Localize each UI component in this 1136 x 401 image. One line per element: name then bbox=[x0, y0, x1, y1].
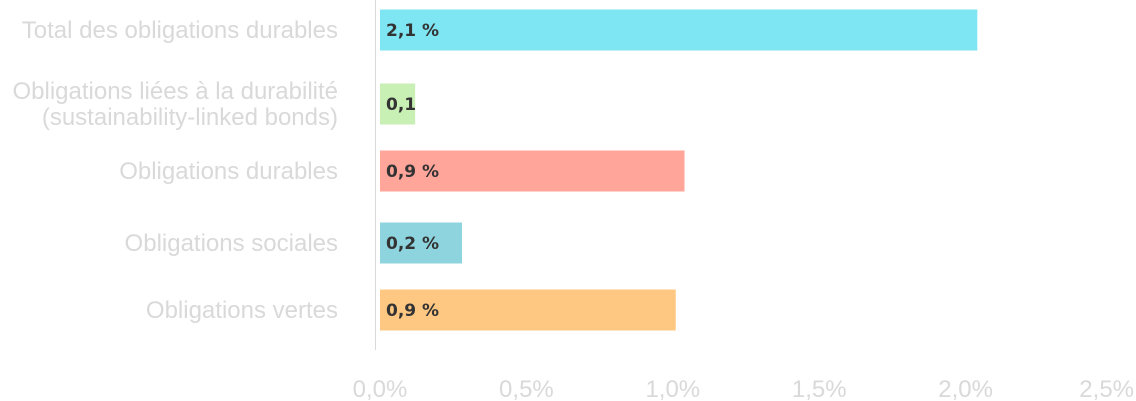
category-label: (sustainability-linked bonds) bbox=[42, 104, 338, 131]
bar-1 bbox=[380, 83, 416, 125]
bar-0 bbox=[380, 9, 978, 51]
x-tick-label: 1,0% bbox=[645, 376, 700, 401]
x-tick-label: 0,0% bbox=[353, 376, 408, 401]
x-tick-label: 1,5% bbox=[792, 376, 847, 401]
bar-value-label: 0,2 % bbox=[386, 234, 439, 254]
bar-2 bbox=[380, 150, 685, 192]
bar-3 bbox=[380, 222, 462, 264]
category-label: Obligations vertes bbox=[146, 297, 338, 324]
category-label: Obligations liées à la durabilité bbox=[12, 78, 338, 105]
category-label: Total des obligations durables bbox=[22, 17, 338, 44]
x-tick-label: 0,5% bbox=[499, 376, 554, 401]
x-tick-label: 2,5% bbox=[1079, 376, 1134, 401]
bar-value-label: 2,1 % bbox=[386, 21, 439, 41]
category-label: Obligations sociales bbox=[125, 230, 338, 257]
bar-4 bbox=[380, 289, 676, 331]
x-tick-label: 2,0% bbox=[938, 376, 993, 401]
bar-value-label: 0,9 % bbox=[386, 301, 439, 321]
category-label: Obligations durables bbox=[119, 158, 338, 185]
bar-value-label: 0,1 bbox=[386, 95, 416, 115]
bar-value-label: 0,9 % bbox=[386, 162, 439, 182]
